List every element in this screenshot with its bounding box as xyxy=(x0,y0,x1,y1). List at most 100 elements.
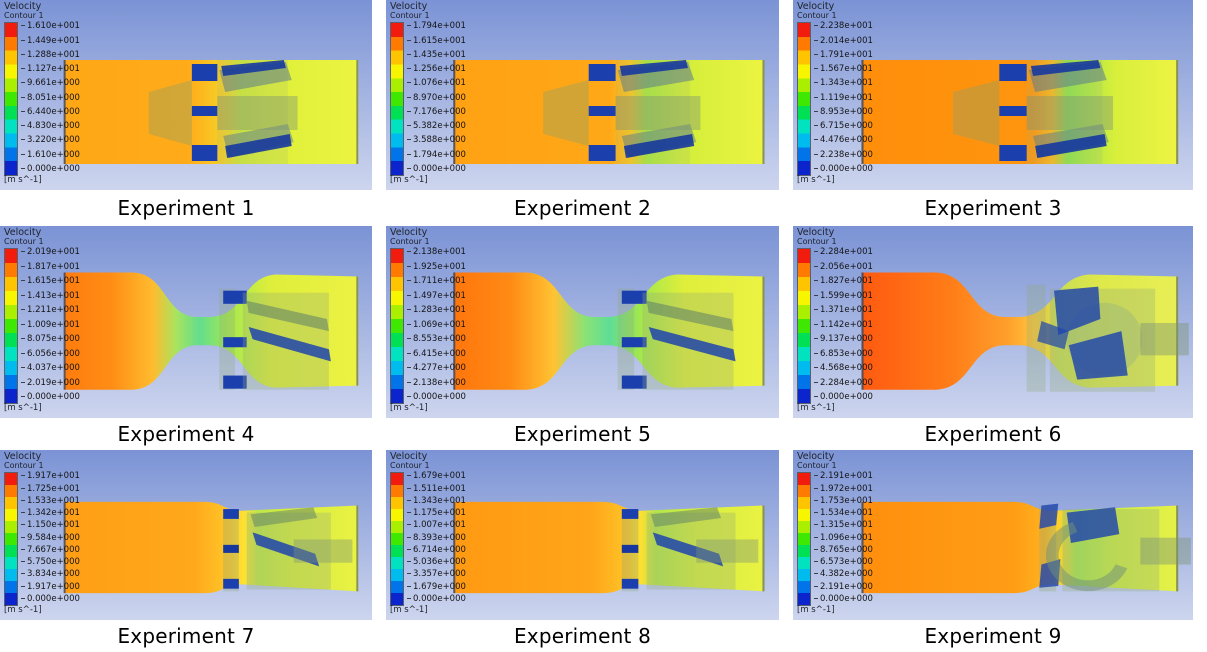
contour-viewport: Velocity Contour 1 2.138e+001 1.925e+001 1… xyxy=(386,226,779,418)
velocity-legend: Velocity Contour 1 1.679e+001 1.511e+001 1… xyxy=(390,452,466,615)
colorbar xyxy=(797,472,811,607)
legend-title: Velocity xyxy=(390,227,428,238)
legend-tick-label: 2.284e+001 xyxy=(814,248,873,257)
legend-tick-label: 8.051e+000 xyxy=(21,93,80,103)
duct-shape xyxy=(64,272,359,390)
experiment-panel: Velocity Contour 1 1.917e+001 1.725e+001 1… xyxy=(0,450,372,652)
panel-caption: Experiment 3 xyxy=(924,196,1062,220)
panel-caption: Experiment 7 xyxy=(117,624,255,648)
turbine-geometry xyxy=(621,507,759,592)
legend-tick-label: 1.175e+001 xyxy=(407,509,466,518)
flow-contour xyxy=(861,501,1191,594)
legend-tick-label: 6.853e+000 xyxy=(814,349,873,359)
legend-tick-label: 0.000e+000 xyxy=(814,393,873,402)
legend-tick-label: 1.794e+000 xyxy=(407,150,466,160)
duct-shape xyxy=(454,501,765,594)
legend-tick-label: 0.000e+000 xyxy=(814,595,873,604)
legend-body: 2.019e+001 1.817e+001 1.615e+001 1.413e+001… xyxy=(4,248,80,405)
panel-caption: Experiment 9 xyxy=(924,624,1062,648)
legend-title: Velocity xyxy=(4,227,42,238)
legend-tick-label: 5.382e+000 xyxy=(407,122,466,131)
legend-units: [m s^-1] xyxy=(390,403,428,414)
turbine-geometry xyxy=(617,288,736,390)
turbine-geometry xyxy=(223,507,353,592)
legend-tick-label: 9.661e+000 xyxy=(21,79,80,88)
legend-tick-label: 1.610e+000 xyxy=(21,150,80,160)
legend-tick-label: 1.533e+001 xyxy=(21,496,80,506)
legend-tick-label: 2.056e+001 xyxy=(814,262,873,272)
duct-shape xyxy=(64,501,359,594)
legend-tick-label: 2.284e+000 xyxy=(814,378,873,388)
legend-tick-label: 1.567e+001 xyxy=(814,65,873,74)
turbine-geometry xyxy=(148,60,298,164)
legend-body: 1.679e+001 1.511e+001 1.343e+001 1.175e+001… xyxy=(390,472,466,607)
legend-tick-label: 9.584e+000 xyxy=(21,533,80,543)
velocity-legend: Velocity Contour 1 2.238e+001 2.014e+001 1… xyxy=(797,2,873,185)
legend-body: 2.191e+001 1.972e+001 1.753e+001 1.534e+001… xyxy=(797,472,873,607)
legend-tick-label: 7.176e+000 xyxy=(407,108,466,117)
legend-units: [m s^-1] xyxy=(797,605,835,616)
legend-tick-label: 6.714e+000 xyxy=(407,546,466,555)
legend-tick-label: 1.679e+000 xyxy=(407,582,466,592)
legend-tick-label: 2.238e+000 xyxy=(814,150,873,160)
flow-contour xyxy=(861,272,1189,392)
legend-tick-label: 8.553e+000 xyxy=(407,335,466,344)
legend-tick-label: 2.238e+001 xyxy=(814,22,873,31)
legend-tick-label: 8.393e+000 xyxy=(407,533,466,543)
legend-tick-label: 0.000e+000 xyxy=(407,165,466,174)
legend-tick-label: 1.371e+001 xyxy=(814,306,873,315)
legend-body: 1.794e+001 1.615e+001 1.435e+001 1.256e+001… xyxy=(390,22,466,177)
turbine-geometry xyxy=(219,288,331,390)
legend-units: [m s^-1] xyxy=(4,175,42,186)
colorbar xyxy=(390,22,404,177)
legend-tick-label: 1.711e+001 xyxy=(407,277,466,286)
flow-contour xyxy=(861,60,1179,164)
legend-tick-label: 2.191e+001 xyxy=(814,472,873,481)
legend-title: Velocity xyxy=(390,1,428,12)
colorbar-labels: 2.019e+001 1.817e+001 1.615e+001 1.413e+001… xyxy=(21,248,80,402)
legend-title: Velocity xyxy=(4,1,42,12)
legend-tick-label: 4.476e+000 xyxy=(814,136,873,145)
colorbar-labels: 2.191e+001 1.972e+001 1.753e+001 1.534e+001… xyxy=(814,472,873,604)
legend-tick-label: 2.138e+000 xyxy=(407,378,466,388)
legend-tick-label: 1.599e+001 xyxy=(814,291,873,301)
legend-tick-label: 1.096e+001 xyxy=(814,533,873,543)
legend-title: Velocity xyxy=(797,227,835,238)
panel-caption: Experiment 6 xyxy=(924,422,1062,446)
legend-tick-label: 5.036e+000 xyxy=(407,558,466,567)
contour-viewport: Velocity Contour 1 1.679e+001 1.511e+001 1… xyxy=(386,450,779,620)
colorbar xyxy=(4,22,18,177)
legend-title: Velocity xyxy=(4,451,42,462)
legend-tick-label: 1.127e+001 xyxy=(21,65,80,74)
velocity-legend: Velocity Contour 1 1.794e+001 1.615e+001 1… xyxy=(390,2,466,185)
colorbar xyxy=(390,248,404,405)
legend-tick-label: 1.142e+001 xyxy=(814,320,873,330)
legend-tick-label: 4.830e+000 xyxy=(21,122,80,131)
legend-subtitle: Contour 1 xyxy=(4,460,44,470)
legend-tick-label: 0.000e+000 xyxy=(814,165,873,174)
legend-tick-label: 3.357e+000 xyxy=(407,570,466,579)
legend-subtitle: Contour 1 xyxy=(4,236,44,246)
legend-tick-label: 6.715e+000 xyxy=(814,122,873,131)
legend-tick-label: 5.750e+000 xyxy=(21,558,80,567)
legend-tick-label: 1.256e+001 xyxy=(407,65,466,74)
colorbar-labels: 1.610e+001 1.449e+001 1.288e+001 1.127e+001… xyxy=(21,22,80,174)
legend-tick-label: 1.972e+001 xyxy=(814,484,873,494)
colorbar-labels: 2.138e+001 1.925e+001 1.711e+001 1.497e+001… xyxy=(407,248,466,402)
legend-tick-label: 4.382e+000 xyxy=(814,570,873,579)
velocity-legend: Velocity Contour 1 2.284e+001 2.056e+001 1… xyxy=(797,228,873,413)
legend-body: 2.284e+001 2.056e+001 1.827e+001 1.599e+001… xyxy=(797,248,873,405)
legend-tick-label: 3.834e+000 xyxy=(21,570,80,579)
flow-contour xyxy=(453,501,765,594)
contour-viewport: Velocity Contour 1 2.284e+001 2.056e+001 1… xyxy=(793,226,1193,418)
experiment-panel: Velocity Contour 1 1.794e+001 1.615e+001 1… xyxy=(386,0,779,226)
legend-tick-label: 2.019e+000 xyxy=(21,378,80,388)
legend-tick-label: 8.953e+000 xyxy=(814,108,873,117)
legend-tick-label: 6.056e+000 xyxy=(21,349,80,359)
colorbar xyxy=(4,472,18,607)
legend-tick-label: 1.615e+001 xyxy=(407,36,466,46)
flow-contour xyxy=(63,501,359,594)
experiment-panel: Velocity Contour 1 2.238e+001 2.014e+001 1… xyxy=(793,0,1193,226)
legend-body: 2.138e+001 1.925e+001 1.711e+001 1.497e+001… xyxy=(390,248,466,405)
